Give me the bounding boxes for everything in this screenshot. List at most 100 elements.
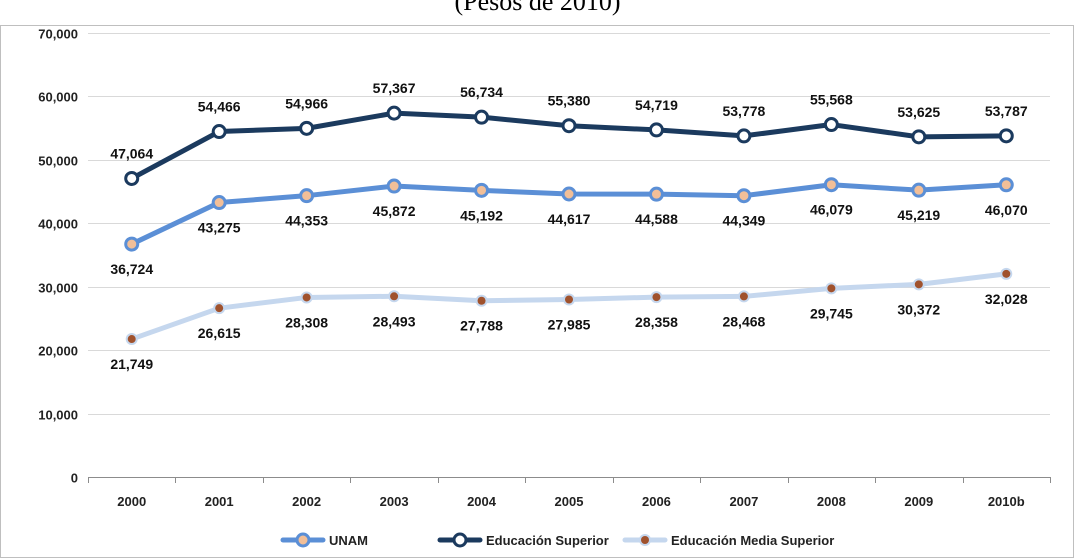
data-label: 56,734 <box>460 84 503 100</box>
y-tick-label: 60,000 <box>38 90 78 105</box>
data-label: 32,028 <box>985 291 1028 307</box>
gridlines <box>88 33 1050 478</box>
data-label: 53,787 <box>985 103 1028 119</box>
x-tick-label: 2007 <box>729 494 758 509</box>
data-point <box>911 129 927 145</box>
data-label: 55,568 <box>810 92 853 108</box>
data-label: 36,724 <box>110 261 153 277</box>
legend: UNAM Educación Superior Educación Media Su… <box>280 532 834 548</box>
x-tick-label: 2000 <box>117 494 146 509</box>
y-tick-label: 10,000 <box>38 408 78 423</box>
data-point <box>302 293 311 302</box>
data-label: 30,372 <box>897 301 940 317</box>
data-label: 54,966 <box>285 95 328 111</box>
data-point <box>124 236 140 252</box>
data-point <box>823 117 839 133</box>
chart-frame <box>0 25 1074 558</box>
data-label: 21,749 <box>110 356 153 372</box>
data-label: 46,070 <box>985 202 1028 218</box>
y-axis: 0 10,000 20,000 30,000 40,000 50,000 60,000 70,… <box>38 27 78 486</box>
data-label: 45,192 <box>460 207 503 223</box>
data-label: 29,745 <box>810 305 853 321</box>
x-tick-label: 2001 <box>205 494 234 509</box>
legend-label: Educación Media Superior <box>671 533 834 548</box>
data-point <box>390 292 399 301</box>
x-tick-label: 2006 <box>642 494 671 509</box>
data-point <box>736 128 752 144</box>
data-point <box>827 284 836 293</box>
data-point <box>299 120 315 136</box>
x-tick-label: 2003 <box>380 494 409 509</box>
y-tick-label: 70,000 <box>38 27 78 42</box>
data-label: 47,064 <box>110 145 153 161</box>
data-label: 28,308 <box>285 314 328 330</box>
y-tick-label: 30,000 <box>38 281 78 296</box>
x-tick-label: 2010b <box>988 494 1025 509</box>
data-point <box>911 182 927 198</box>
data-label: 55,380 <box>548 93 591 109</box>
data-labels: 36,724 43,275 44,353 45,872 45,192 44,617 44,5… <box>110 80 1028 372</box>
x-tick-label: 2005 <box>555 494 584 509</box>
data-label: 44,353 <box>285 213 328 229</box>
series-group <box>124 105 1014 346</box>
data-label: 44,617 <box>548 211 591 227</box>
data-point <box>215 304 224 313</box>
y-tick-label: 20,000 <box>38 344 78 359</box>
data-label: 43,275 <box>198 220 241 236</box>
legend-marker <box>452 532 468 548</box>
data-label: 45,872 <box>373 203 416 219</box>
legend-marker <box>295 532 311 548</box>
data-point <box>736 188 752 204</box>
data-point <box>211 124 227 140</box>
legend-label: Educación Superior <box>486 533 609 548</box>
data-point <box>914 280 923 289</box>
data-label: 45,219 <box>897 207 940 223</box>
data-point <box>823 177 839 193</box>
data-point <box>648 186 664 202</box>
data-point <box>211 195 227 211</box>
data-point <box>652 293 661 302</box>
data-label: 54,719 <box>635 97 678 113</box>
data-label: 53,625 <box>897 104 940 120</box>
legend-marker <box>641 536 649 544</box>
data-label: 27,788 <box>460 318 503 334</box>
data-point <box>998 128 1014 144</box>
data-point <box>124 170 140 186</box>
x-tick-label: 2004 <box>467 494 497 509</box>
data-label: 26,615 <box>198 325 241 341</box>
chart-title: (Pesos de 2010) <box>454 0 621 16</box>
data-label: 44,349 <box>722 213 765 229</box>
data-point <box>739 292 748 301</box>
y-tick-label: 0 <box>71 471 78 486</box>
data-point <box>386 105 402 121</box>
data-label: 28,493 <box>373 313 416 329</box>
data-point <box>561 186 577 202</box>
x-tick-label: 2009 <box>904 494 933 509</box>
data-point <box>565 295 573 304</box>
y-tick-label: 40,000 <box>38 217 78 232</box>
data-label: 46,079 <box>810 202 853 218</box>
data-point <box>299 188 315 204</box>
data-label: 44,588 <box>635 211 678 227</box>
data-label: 27,985 <box>548 316 591 332</box>
data-label: 54,466 <box>198 99 241 115</box>
x-tick-label: 2002 <box>292 494 321 509</box>
data-point <box>477 296 486 305</box>
data-point <box>998 177 1014 193</box>
data-point <box>474 109 490 125</box>
data-point <box>648 122 664 138</box>
data-label: 53,778 <box>722 103 765 119</box>
data-label: 28,468 <box>722 313 765 329</box>
data-point <box>474 182 490 198</box>
data-point <box>127 335 136 344</box>
data-label: 57,367 <box>373 80 416 96</box>
x-axis: 2000 2001 2002 2003 2004 2005 2006 2007 2008 2009… <box>88 477 1051 509</box>
data-point <box>386 178 402 194</box>
data-point <box>561 118 577 134</box>
data-point <box>1002 269 1011 278</box>
data-label: 28,358 <box>635 314 678 330</box>
y-tick-label: 50,000 <box>38 154 78 169</box>
x-tick-label: 2008 <box>817 494 846 509</box>
legend-label: UNAM <box>329 533 368 548</box>
